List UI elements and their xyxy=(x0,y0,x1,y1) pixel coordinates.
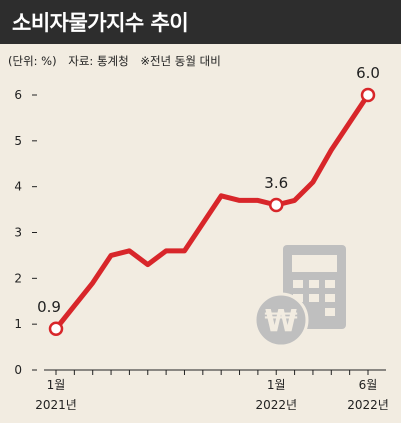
x-tick-label-month: 1월 xyxy=(267,378,286,392)
chart-title: 소비자물가지수 추이 xyxy=(12,11,189,35)
y-tick-label: 6 xyxy=(14,88,22,102)
decorative-icons: ₩ xyxy=(253,245,346,348)
data-point-marker xyxy=(268,197,284,213)
labels: 0.9 3.6 6.0 xyxy=(37,64,380,316)
data-label: 0.9 xyxy=(37,298,61,316)
axes: 0 1 2 3 4 5 6 1월 2021년 1월 2022년 6월 2022년 xyxy=(14,88,388,412)
x-tick-label-month: 6월 xyxy=(359,378,378,392)
cpi-series-line xyxy=(53,92,371,332)
x-tick-label-year: 2021년 xyxy=(35,398,77,412)
unit-label: (단위: %) xyxy=(8,54,57,68)
y-tick-label: 4 xyxy=(14,180,22,194)
note-label: ※전년 동월 대비 xyxy=(140,54,221,68)
x-tick-label-year: 2022년 xyxy=(347,398,389,412)
y-tick-label: 1 xyxy=(14,317,22,331)
data-label: 6.0 xyxy=(356,64,380,82)
x-tick-label-year: 2022년 xyxy=(255,398,297,412)
y-tick-label: 0 xyxy=(14,363,22,377)
y-tick-label: 2 xyxy=(14,271,22,285)
data-point-marker xyxy=(48,321,64,336)
source-label: 자료: 통계청 xyxy=(68,54,129,68)
svg-text:₩: ₩ xyxy=(264,304,297,339)
y-tick-label: 3 xyxy=(14,226,22,240)
series xyxy=(48,87,376,336)
data-point-marker xyxy=(360,87,376,103)
x-tick-label-month: 1월 xyxy=(47,378,66,392)
data-label: 3.6 xyxy=(264,174,288,192)
y-tick-label: 5 xyxy=(14,134,22,148)
won-coin-icon: ₩ xyxy=(253,292,309,348)
title-bar: 소비자물가지수 추이 xyxy=(0,0,401,44)
chart-meta: (단위: %) 자료: 통계청 ※전년 동월 대비 xyxy=(8,53,229,69)
